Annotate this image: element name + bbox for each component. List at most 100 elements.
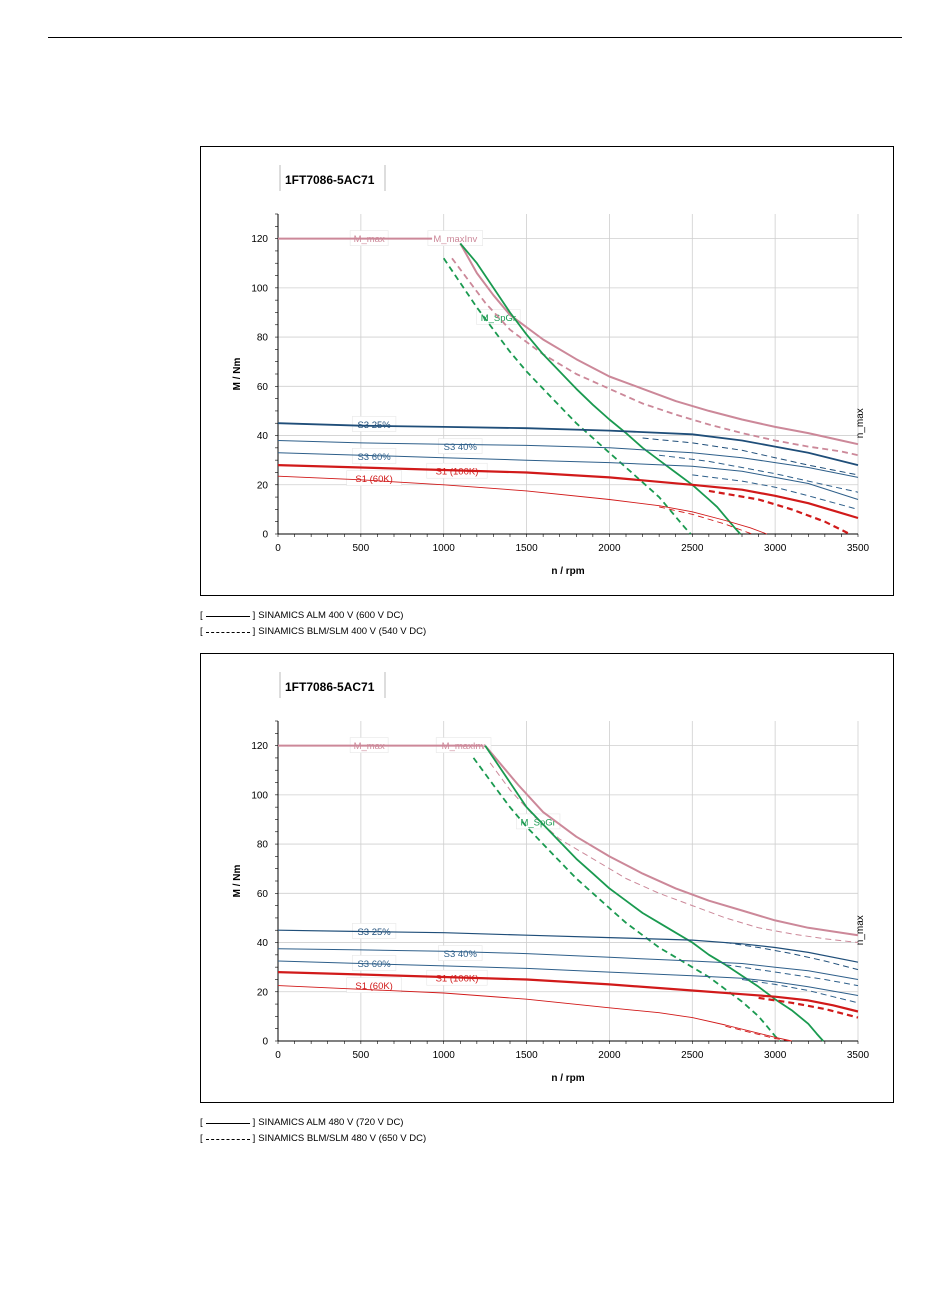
series-label-box bbox=[352, 416, 397, 432]
series-line-s3-25- bbox=[277, 422, 859, 466]
y-tick-label: 60 bbox=[257, 382, 269, 393]
legend-row-dashed: [] SINAMICS BLM/SLM 400 V (540 V DC) bbox=[200, 624, 426, 640]
series-line-dashed-2 bbox=[451, 257, 859, 457]
series-label-text: S3 40% bbox=[444, 949, 478, 960]
legend-row-dashed: [] SINAMICS BLM/SLM 480 V (650 V DC) bbox=[200, 1131, 426, 1147]
series-line-s1-100k- bbox=[277, 971, 859, 1013]
series-line-dashed-2 bbox=[489, 762, 859, 943]
solid-line-swatch bbox=[205, 1122, 250, 1124]
series-line-m-maxinv bbox=[484, 744, 859, 937]
series-label-text: S3 60% bbox=[357, 959, 391, 970]
x-tick-label: 1500 bbox=[515, 543, 538, 554]
series-line-dashed-6 bbox=[642, 437, 859, 476]
series-line-m-spgr bbox=[459, 242, 741, 535]
y-tick-label: 20 bbox=[257, 987, 269, 998]
y-tick-label: 80 bbox=[257, 840, 269, 851]
series-line-s1-60k- bbox=[277, 985, 792, 1042]
y-tick-label: 100 bbox=[251, 790, 268, 801]
chart-title: 1FT7086-5AC71 bbox=[279, 672, 386, 698]
series-line-dashed-10 bbox=[692, 474, 859, 510]
series-line-s3-40- bbox=[277, 948, 859, 980]
x-axis-label: n / rpm bbox=[551, 566, 584, 577]
series-label-text: S3 60% bbox=[357, 452, 391, 463]
y-tick-label: 20 bbox=[257, 480, 269, 491]
series-label-text: S1 (60K) bbox=[355, 981, 393, 992]
chart-2-legend: [] SINAMICS ALM 480 V (720 V DC) [] SINA… bbox=[200, 1115, 426, 1147]
legend-label: SINAMICS BLM/SLM 400 V (540 V DC) bbox=[258, 626, 427, 637]
x-tick-label: 2000 bbox=[598, 543, 621, 554]
series-line-s3-40- bbox=[277, 440, 859, 478]
x-tick-label: 1500 bbox=[515, 1050, 538, 1061]
series-line-s3-25- bbox=[277, 929, 859, 963]
series-label: S3 40% bbox=[438, 945, 483, 961]
legend-label: SINAMICS ALM 480 V (720 V DC) bbox=[258, 1117, 404, 1128]
x-tick-label: 1000 bbox=[433, 543, 456, 554]
chart-1-legend: [] SINAMICS ALM 400 V (600 V DC) [] SINA… bbox=[200, 608, 426, 640]
y-tick-label: 0 bbox=[262, 530, 268, 541]
y-axis-label: M / Nm bbox=[232, 358, 243, 391]
series-line-dashed-6 bbox=[725, 942, 859, 971]
solid-line-swatch bbox=[205, 615, 250, 617]
series-label-text: S3 40% bbox=[444, 442, 478, 453]
x-tick-label: 500 bbox=[353, 543, 370, 554]
y-tick-label: 40 bbox=[257, 431, 269, 442]
series-label-text: M_max bbox=[354, 741, 385, 752]
x-tick-label: 3000 bbox=[764, 543, 787, 554]
y-tick-label: 0 bbox=[262, 1037, 268, 1048]
series-line-s3-60- bbox=[277, 452, 859, 500]
x-tick-label: 0 bbox=[275, 543, 281, 554]
chart-title-text: 1FT7086-5AC71 bbox=[285, 173, 375, 187]
series-label-text: S1 (100K) bbox=[436, 467, 479, 478]
y-axis-label: M / Nm bbox=[232, 865, 243, 898]
x-axis-label: n / rpm bbox=[551, 1073, 584, 1084]
chart-title: 1FT7086-5AC71 bbox=[279, 165, 386, 191]
series-line-dashed-14 bbox=[659, 506, 753, 535]
series-label-text: S1 (60K) bbox=[355, 474, 393, 485]
series-line-dashed-8 bbox=[659, 454, 859, 493]
series-line-s1-100k- bbox=[277, 464, 859, 520]
series-label-text: M_maxInv bbox=[433, 234, 477, 245]
x-tick-label: 2500 bbox=[681, 1050, 704, 1061]
y-tick-label: 60 bbox=[257, 889, 269, 900]
page-top-rule bbox=[48, 37, 902, 38]
x-tick-label: 0 bbox=[275, 1050, 281, 1061]
y-tick-label: 120 bbox=[251, 741, 268, 752]
y-tick-label: 80 bbox=[257, 333, 269, 344]
series-line-dashed-8 bbox=[725, 964, 859, 987]
n-max-label: n_max bbox=[855, 915, 866, 945]
series-line-m-maxinv bbox=[459, 243, 859, 446]
dashed-line-swatch bbox=[205, 631, 250, 633]
series-label-text: M_maxInv bbox=[442, 741, 486, 752]
x-tick-label: 500 bbox=[353, 1050, 370, 1061]
series-line-dashed-14 bbox=[725, 1025, 791, 1042]
series-label-text: M_SpGr bbox=[520, 817, 555, 828]
series-label: S3 40% bbox=[438, 438, 483, 454]
x-tick-label: 3500 bbox=[847, 1050, 870, 1061]
x-tick-label: 3000 bbox=[764, 1050, 787, 1061]
legend-label: SINAMICS BLM/SLM 480 V (650 V DC) bbox=[258, 1133, 427, 1144]
series-line-m-spgr bbox=[484, 745, 824, 1042]
legend-row-solid: [] SINAMICS ALM 400 V (600 V DC) bbox=[200, 608, 426, 624]
x-tick-label: 2000 bbox=[598, 1050, 621, 1061]
series-label-text: S3 25% bbox=[357, 927, 391, 938]
x-tick-label: 1000 bbox=[433, 1050, 456, 1061]
series-line-s3-60- bbox=[277, 960, 859, 996]
legend-row-solid: [] SINAMICS ALM 480 V (720 V DC) bbox=[200, 1115, 426, 1131]
series-label: S1 (60K) bbox=[346, 470, 402, 486]
series-label-box bbox=[438, 945, 483, 961]
series-label-text: M_max bbox=[354, 234, 385, 245]
series-line-s1-60k- bbox=[277, 475, 768, 535]
dashed-line-swatch bbox=[205, 1138, 250, 1140]
series-label-box bbox=[438, 438, 483, 454]
x-tick-label: 2500 bbox=[681, 543, 704, 554]
y-tick-label: 40 bbox=[257, 938, 269, 949]
series-labels: M_max M_maxInv M_SpGr S3 25% S3 40% S3 60% S1 … bbox=[346, 737, 561, 993]
torque-speed-chart-2: 1FT7086-5AC71 0 500 1000 1500 2000 2500 3000 350… bbox=[200, 653, 894, 1103]
torque-speed-chart-1: 1FT7086-5AC71 0 500 1000 1500 2000 2500 3000 350… bbox=[200, 146, 894, 596]
legend-label: SINAMICS ALM 400 V (600 V DC) bbox=[258, 610, 404, 621]
series-label: S3 25% bbox=[352, 416, 397, 432]
series-line-dashed-12 bbox=[708, 489, 851, 535]
